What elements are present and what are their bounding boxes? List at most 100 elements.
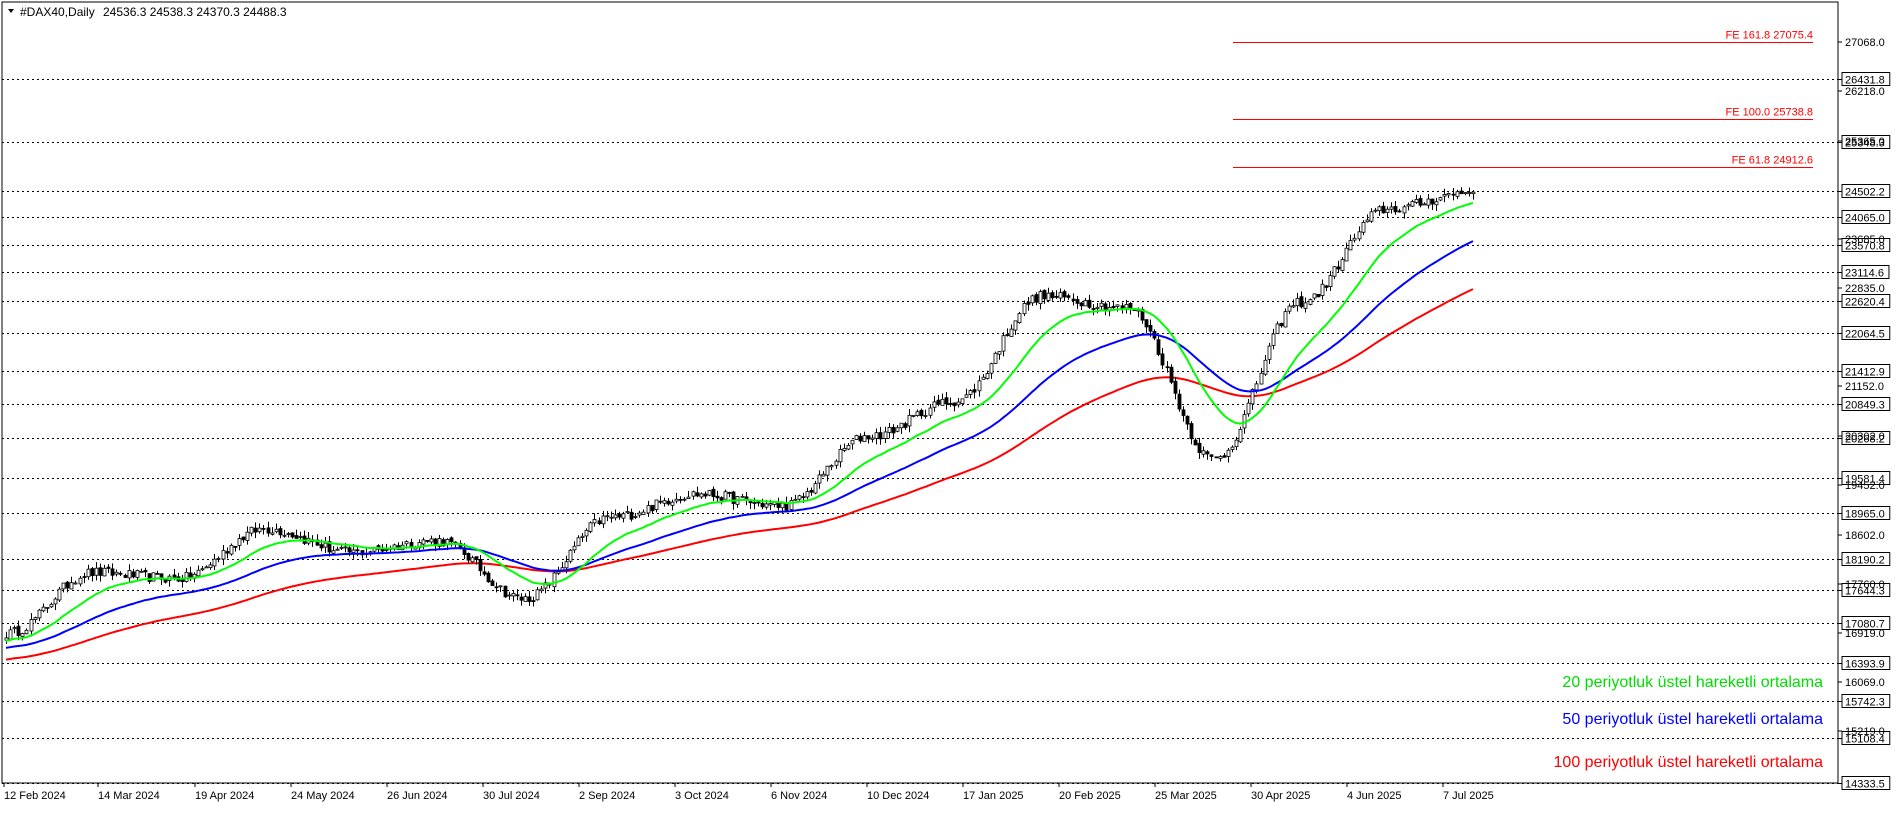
candle-body	[1397, 210, 1402, 213]
candle-body	[1193, 439, 1198, 446]
candle-body	[552, 572, 557, 588]
candle-body	[200, 568, 205, 571]
ema100-line[interactable]	[5, 288, 1474, 661]
candle-body	[82, 576, 87, 578]
candle-body	[715, 495, 720, 499]
candle-body	[511, 593, 516, 597]
level-label-box	[1841, 656, 1891, 670]
level-label: 24065.0	[1845, 213, 1885, 225]
candle-body	[887, 426, 892, 433]
level-label: 22620.4	[1845, 297, 1885, 309]
candle-body	[437, 538, 442, 547]
scale-label: 23685.0	[1845, 234, 1885, 246]
candle-body	[65, 581, 70, 589]
candle-body	[1169, 366, 1174, 383]
candle-body	[527, 596, 532, 602]
candle-body	[351, 549, 356, 553]
candle-body	[1332, 266, 1337, 277]
candle-body	[621, 513, 626, 519]
ema50-line[interactable]	[5, 240, 1474, 649]
candle-body	[1115, 304, 1120, 307]
level-label: 24502.2	[1845, 187, 1885, 199]
candle-body	[637, 512, 642, 516]
candle-body	[1357, 231, 1362, 240]
candle-body	[1189, 423, 1194, 440]
collapse-triangle-icon[interactable]	[8, 9, 14, 13]
candle-body	[813, 483, 818, 494]
candle-body	[339, 546, 344, 549]
candle-body	[118, 572, 123, 575]
candle-body	[695, 492, 700, 497]
candle-body	[707, 490, 712, 496]
candle-body	[989, 363, 994, 374]
candle-body	[257, 527, 262, 533]
level-label: 21412.9	[1845, 367, 1885, 379]
candle-body	[895, 427, 900, 432]
candle-body	[1340, 259, 1345, 272]
candle-body	[16, 625, 21, 636]
level-label: 14333.5	[1845, 779, 1885, 791]
candle-body	[184, 571, 189, 582]
candle-body	[53, 598, 58, 605]
candle-body	[319, 544, 324, 549]
scale-label: 21152.0	[1845, 381, 1884, 393]
candle-body	[519, 596, 524, 601]
candle-body	[1348, 240, 1353, 251]
fe-level-label: FE 161.8 27075.4	[1726, 30, 1813, 42]
candle-body	[1234, 439, 1239, 448]
candle-body	[196, 569, 201, 577]
candle-body	[915, 411, 920, 416]
candle-body	[1026, 301, 1031, 305]
candle-body	[940, 398, 945, 406]
candle-body	[1222, 455, 1227, 458]
candle-body	[135, 570, 140, 578]
candle-body	[503, 585, 508, 598]
symbol-label: #DAX40,Daily	[20, 5, 95, 19]
date-label: 7 Jul 2025	[1443, 790, 1494, 802]
candle-body	[862, 435, 867, 443]
level-label-box	[1841, 72, 1891, 86]
candle-body	[1438, 197, 1443, 201]
candle-body	[584, 529, 589, 537]
candle-body	[985, 373, 990, 379]
fibonacci-extension-layer: FE 161.8 27075.4 FE 100.0 25738.8 FE 61.8 …	[1233, 30, 1813, 168]
candle-body	[127, 570, 132, 579]
candle-body	[360, 550, 365, 556]
candle-body	[1291, 305, 1296, 308]
ema20-line[interactable]	[5, 202, 1474, 642]
candle-body	[106, 566, 111, 569]
candle-body	[1009, 328, 1014, 337]
level-label-box	[1841, 431, 1891, 445]
candle-body	[1083, 300, 1088, 307]
legend-ema100: 100 periyotluk üstel hareketli ortalama	[1554, 754, 1824, 771]
candle-body	[1058, 292, 1063, 299]
candle-body	[155, 572, 160, 575]
candle-body	[1263, 359, 1268, 375]
candle-body	[960, 398, 965, 405]
candle-body	[903, 423, 908, 428]
candle-body	[441, 539, 446, 547]
candle-body	[1017, 313, 1022, 324]
candle-body	[1238, 428, 1243, 443]
time-scale[interactable]: 12 Feb 2024 14 Mar 2024 19 Apr 2024 24 May …	[3, 783, 1494, 802]
level-label: 17080.7	[1845, 619, 1885, 631]
candle-body	[1254, 383, 1259, 391]
level-label-box	[1841, 694, 1891, 708]
candle-body	[323, 542, 328, 548]
candle-body	[298, 536, 303, 538]
scale-label: 15219.0	[1845, 726, 1885, 738]
level-label-box	[1841, 265, 1890, 279]
candle-body	[613, 514, 618, 519]
level-label-box	[1841, 471, 1891, 485]
ema100-layer	[5, 288, 1474, 661]
candle-body	[911, 414, 916, 417]
candle-body	[131, 571, 136, 578]
candle-body	[535, 589, 540, 601]
candle-body	[1377, 206, 1382, 212]
candle-body	[151, 572, 156, 582]
price-scale[interactable]: 26431.8 25348.3 24502.2 24065.0 23570.8 23114…	[1838, 37, 1891, 791]
candle-body	[842, 448, 847, 451]
candle-body	[478, 559, 483, 572]
candle-body	[805, 491, 810, 498]
